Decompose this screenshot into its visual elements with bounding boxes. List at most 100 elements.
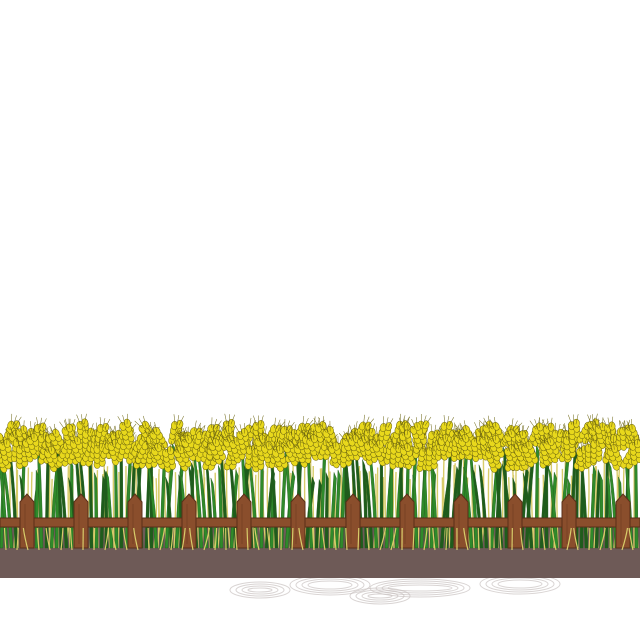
fence-post [236,493,252,549]
wheat-awn [567,414,573,425]
wheat-stalk-front [170,527,174,551]
wheat-awn [186,430,189,441]
wheat-stalk-front [498,527,502,551]
wheat-awn [343,431,348,441]
wheat-awn [436,431,442,441]
wheat-awn [562,424,568,435]
wheat-awn [16,438,21,449]
wheat-awn [427,440,431,451]
wheat-awn [299,436,302,448]
wheat-awn [42,427,44,438]
wheat-stalk [117,472,120,549]
wheat-awn [538,436,544,446]
wheat-awn [335,436,337,448]
wheat-awn [349,424,354,435]
wheat-awn [214,433,217,444]
shadow-ring [307,580,353,590]
wheat-awn [329,420,331,432]
wheat-awn [9,426,15,437]
wheat-awn [406,420,414,430]
wheat-stalk-front [390,527,397,551]
wheat-awn [277,421,285,430]
wheat-awn [67,434,74,444]
wheat-awn [76,414,81,425]
wheat-awn [406,424,409,436]
wheat-stalk-front [333,527,337,551]
wheat-awn [575,414,579,425]
wheat-awn [479,419,487,428]
wheat-awn [443,415,446,426]
wheat-awn [458,431,464,441]
wheat-awn [518,439,526,449]
wheat-awn [294,438,300,448]
wheat-awn [11,413,13,425]
wheat-awn [213,418,217,429]
wheat-awn [528,436,530,447]
wheat-awn [489,419,495,429]
wheat-awn [628,435,634,446]
wheat-awn [514,422,523,431]
wheat-stalk [173,472,177,549]
shadow-ring [497,579,543,589]
wheat-awn [178,431,181,442]
wheat-awn [178,415,185,426]
wheat-awn [385,417,389,428]
wheat-head [603,439,624,471]
wheat-awn [478,430,484,441]
wheat-awn [512,428,520,438]
wheat-stalk-front [234,527,238,551]
wheat-awn [14,422,20,432]
wheat-awn [602,418,608,428]
wheat-stalk-front [3,527,7,551]
wheat-awn [126,413,128,425]
wheat-stalk-front [298,527,304,551]
wheat-awn [350,430,355,441]
wheat-awn [99,417,102,428]
wheat-awn [104,419,111,429]
wheat-awn [224,413,228,425]
wheat-awn [313,429,315,440]
wheat-awn [117,416,124,426]
wheat-awn [284,419,286,430]
wheat-awn [6,434,8,445]
wheat-awn [463,429,466,440]
wheat-head [169,440,192,472]
wheat-awn [138,418,145,428]
wheat-awn [398,426,404,436]
wheat-awn [274,441,278,452]
wheat-awn [487,415,491,426]
wheat-awn [345,432,353,442]
wheat-stalk-front [366,527,370,551]
wheat-awn [257,430,261,441]
wheat-leaf [389,456,394,549]
wheat-awn [338,433,347,442]
wheat-awn [585,422,593,431]
wheat-awn [151,440,157,450]
wheat-awn [269,443,276,453]
wheat-awn [608,441,613,451]
wheat-awn [110,435,114,446]
wheat-stalk-front [423,527,428,551]
wheat-awn [205,437,213,446]
wheat-stalk-front [621,527,629,551]
wheat-awn [621,422,629,431]
wheat-awn [302,416,305,427]
wheat-awn [592,414,594,425]
wheat-awn [424,442,427,453]
wheat-awn [215,420,222,430]
wheat-stalk-front [588,527,591,551]
wheat-awn [93,427,96,439]
wheat-stalk-front [214,527,218,551]
wheat-awn [391,438,395,450]
wheat-awn [624,420,626,431]
wheat-awn [400,413,401,425]
wheat-awn [222,422,227,432]
wheat-awn [482,444,489,454]
wheat-awn [71,433,76,443]
wheat-awn [619,420,624,431]
wheat-awn [39,417,42,428]
wheat-awn [314,416,316,427]
wheat-stalk-front [412,527,415,551]
wheat-awn [550,417,553,429]
